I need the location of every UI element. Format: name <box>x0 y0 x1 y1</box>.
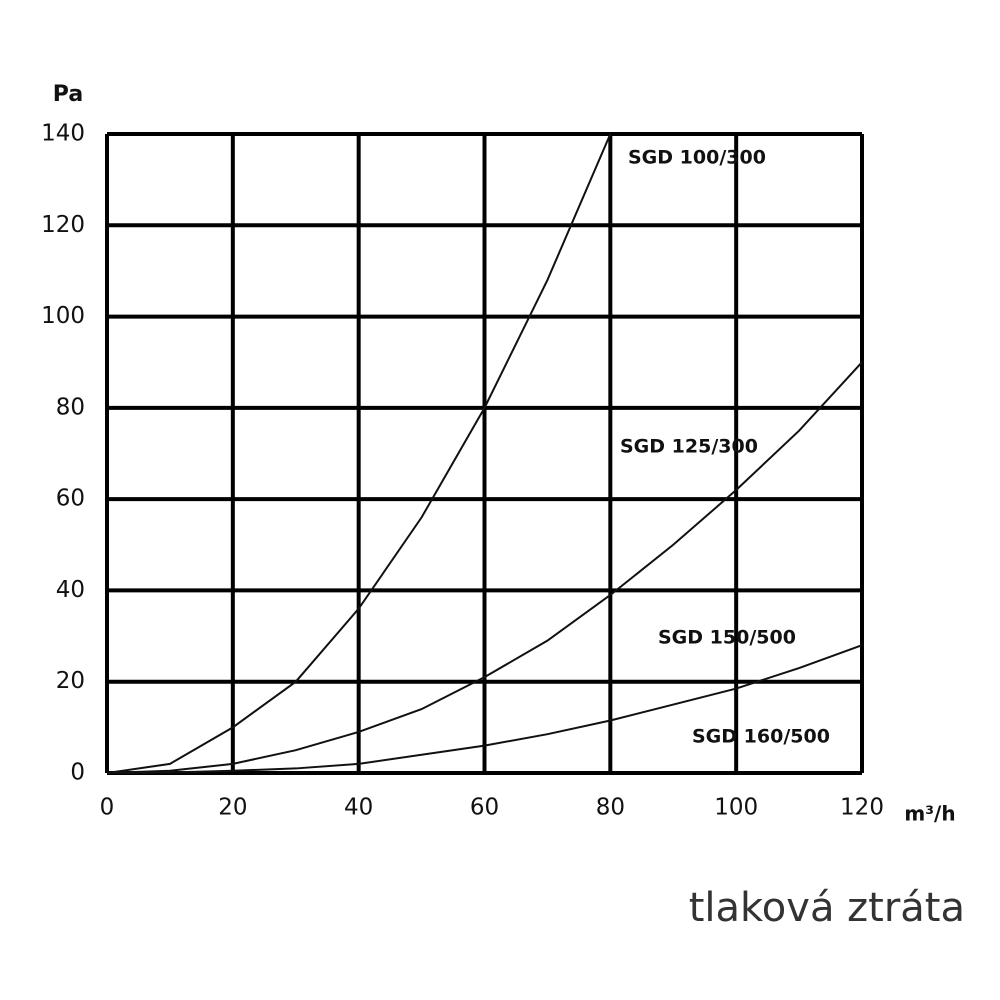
y-tick-label: 80 <box>56 394 85 420</box>
series-label: SGD 150/500 <box>658 627 796 649</box>
x-tick-label: 60 <box>470 795 499 821</box>
x-tick-label: 100 <box>714 795 758 821</box>
y-axis-label: Pa <box>53 82 83 107</box>
x-tick-label: 120 <box>840 795 884 821</box>
y-tick-label: 40 <box>56 577 85 603</box>
series-label: SGD 125/300 <box>620 436 758 458</box>
y-tick-label: 140 <box>41 121 85 147</box>
curve <box>106 361 863 774</box>
curve <box>106 133 612 774</box>
x-tick-label: 80 <box>596 795 625 821</box>
footer: tlaková ztráta <box>689 885 965 931</box>
y-tick-label: 60 <box>56 486 85 512</box>
x-axis-label: m³/h <box>904 802 955 826</box>
x-tick-label: 40 <box>344 795 373 821</box>
annotation: SGD 160/500 <box>692 726 830 748</box>
x-tick-label: 0 <box>100 795 115 821</box>
curve <box>106 644 863 774</box>
x-tick-label: 20 <box>218 795 247 821</box>
series-label: SGD 100/300 <box>628 147 766 169</box>
y-tick-label: 20 <box>56 668 85 694</box>
y-tick-label: 0 <box>70 760 85 786</box>
y-tick-label: 100 <box>41 303 85 329</box>
y-tick-label: 120 <box>41 212 85 238</box>
